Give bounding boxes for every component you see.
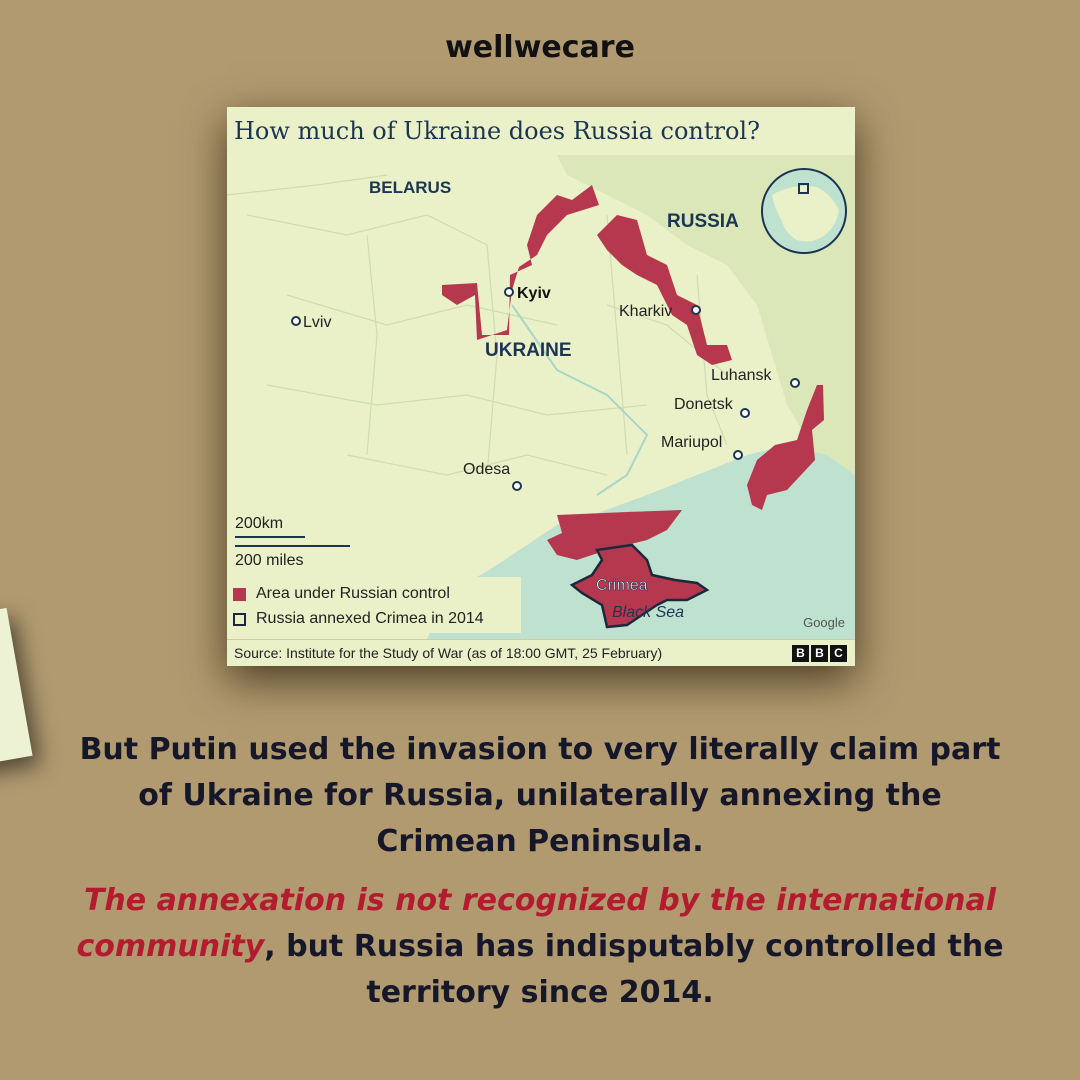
- paragraph-line: But Putin used the invasion to very lite…: [79, 732, 1001, 767]
- scale-line-miles: [235, 545, 350, 547]
- city-marker-donetsk: [740, 408, 750, 418]
- control-area-kyiv-north: [442, 185, 599, 340]
- label-kharkiv: Kharkiv: [619, 303, 672, 320]
- scale-miles: 200 miles: [235, 552, 304, 569]
- label-ukraine: UKRAINE: [485, 340, 572, 361]
- dnipro-river: [511, 304, 649, 496]
- label-black-sea: Black Sea: [612, 604, 684, 621]
- paragraph-line: Crimean Peninsula.: [376, 824, 704, 859]
- highlight-text: community: [76, 929, 265, 964]
- city-marker-kharkiv: [691, 305, 701, 315]
- scale-line-km: [235, 536, 305, 538]
- city-marker-mariupol: [733, 450, 743, 460]
- region-borders: [227, 174, 728, 476]
- label-mariupol: Mariupol: [661, 434, 722, 451]
- legend-item-control: Area under Russian control: [233, 585, 450, 603]
- control-area-kharkiv: [597, 215, 732, 365]
- legend-label-annexed: Russia annexed Crimea in 2014: [256, 610, 484, 627]
- map-legend: Area under Russian control Russia annexe…: [227, 577, 521, 633]
- label-lviv: Lviv: [303, 314, 331, 331]
- bbc-logo-letter: B: [811, 645, 828, 662]
- crimea-region: [569, 543, 710, 629]
- bbc-logo-letter: B: [792, 645, 809, 662]
- source-bar: Source: Institute for the Study of War (…: [227, 639, 855, 666]
- paragraph-annexation: The annexation is not recognized by the …: [0, 878, 1080, 1016]
- label-kyiv: Kyiv: [517, 285, 551, 302]
- legend-swatch-annexed: [233, 612, 246, 626]
- map-card: How much of Ukraine does Russia control?: [227, 107, 855, 666]
- control-area-donbas: [747, 385, 824, 510]
- legend-item-annexed: Russia annexed Crimea in 2014: [233, 610, 484, 628]
- globe-inset: [761, 168, 847, 254]
- legend-label-control: Area under Russian control: [256, 585, 450, 602]
- paragraph-line: territory since 2014.: [366, 975, 714, 1010]
- label-belarus: BELARUS: [369, 178, 451, 197]
- label-crimea: Crimea: [596, 577, 648, 594]
- map-title: How much of Ukraine does Russia control?: [234, 117, 760, 145]
- label-russia: RUSSIA: [667, 211, 739, 232]
- city-marker-lviv: [291, 316, 301, 326]
- label-luhansk: Luhansk: [711, 367, 772, 384]
- label-donetsk: Donetsk: [674, 396, 734, 413]
- bbc-logo: B B C: [792, 645, 847, 662]
- highlight-text: The annexation is not recognized by the …: [83, 883, 997, 918]
- scale-km: 200km: [235, 515, 284, 532]
- city-markers: [291, 287, 800, 491]
- paragraph-text: , but Russia has indisputably controlled…: [264, 929, 1004, 964]
- source-text: Source: Institute for the Study of War (…: [234, 645, 663, 661]
- label-odesa: Odesa: [463, 461, 510, 478]
- brand-name: wellwecare: [445, 30, 635, 65]
- black-sea: [427, 445, 855, 639]
- bbc-logo-letter: C: [830, 645, 847, 662]
- paragraph-line: of Ukraine for Russia, unilaterally anne…: [138, 778, 942, 813]
- google-attribution: Google: [803, 615, 845, 630]
- city-marker-kyiv: [504, 287, 514, 297]
- legend-swatch-control: [233, 587, 246, 601]
- paragraph-invasion: But Putin used the invasion to very lite…: [0, 727, 1080, 865]
- city-marker-luhansk: [790, 378, 800, 388]
- city-marker-odesa: [512, 481, 522, 491]
- control-area-south: [547, 510, 682, 560]
- ukraine-map: BELARUS RUSSIA UKRAINE Kyiv Lviv Kharkiv…: [227, 155, 855, 639]
